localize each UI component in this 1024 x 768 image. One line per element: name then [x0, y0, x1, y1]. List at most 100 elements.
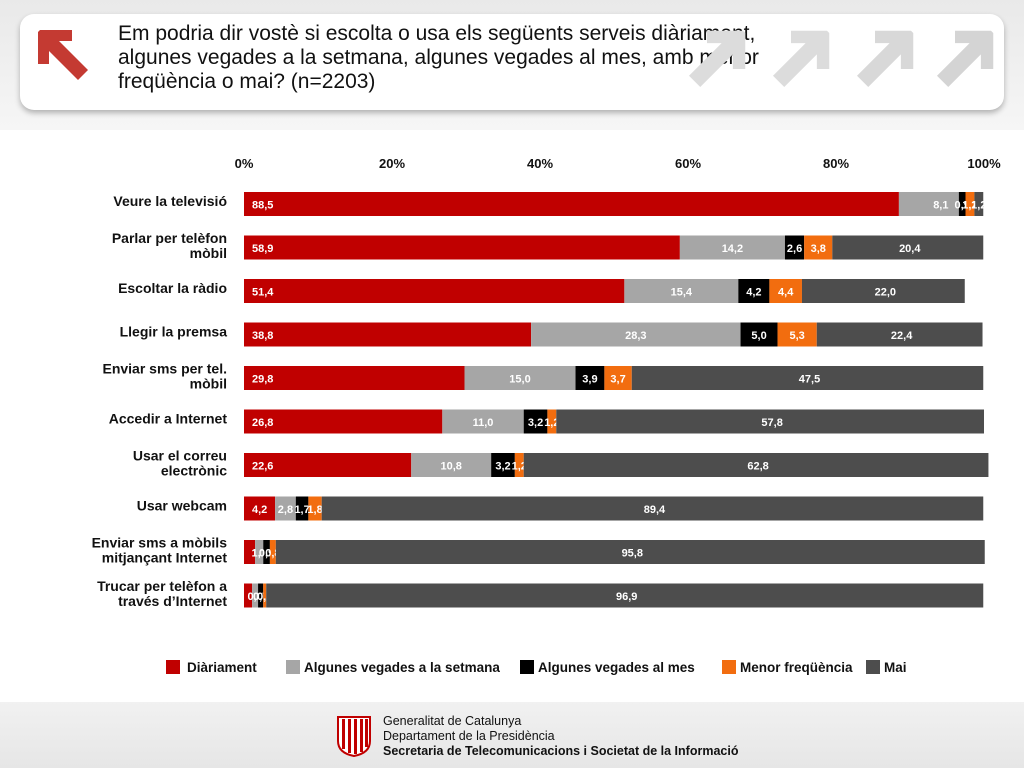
category-label-line: Veure la televisió [113, 193, 227, 209]
data-label: 2,8 [278, 504, 293, 516]
header-card: Em podria dir vostè si escolta o usa els… [20, 14, 1004, 110]
page-title: Em podria dir vostè si escolta o usa els… [118, 22, 759, 93]
category-label-line: través d’Internet [118, 593, 227, 609]
bar-segment [575, 366, 605, 390]
bar-segment [898, 192, 959, 216]
category-label-line: mitjançant Internet [102, 550, 228, 566]
category-label-line: Usar el correu [133, 448, 227, 464]
data-label: 10,8 [440, 461, 461, 473]
bar-segment [804, 235, 833, 260]
legend-label: Algunes vegades a la setmana [304, 660, 500, 675]
bar-segment [295, 496, 309, 521]
bar-segment [244, 453, 412, 477]
data-label: 62,8 [747, 461, 768, 473]
data-label: 1,7 [294, 504, 309, 516]
data-label: 29,8 [252, 374, 273, 386]
bar-segment [965, 192, 975, 216]
bar-segment [244, 235, 680, 260]
bar-segment [738, 279, 770, 303]
data-label: 15,0 [509, 374, 530, 386]
bar-segment [631, 366, 984, 390]
category-label: Enviar sms per tel. mòbil [102, 361, 227, 392]
data-label: 14,2 [722, 243, 743, 255]
data-label: 38,8 [252, 330, 273, 342]
data-label: 22,4 [891, 330, 913, 342]
data-label: 5,0 [751, 330, 766, 342]
legend-swatch [722, 660, 736, 674]
data-label: 96,9 [616, 591, 637, 603]
data-label: 1,2 [962, 200, 977, 212]
bar-segment [547, 409, 557, 434]
category-label: Trucar per telèfon a través d’Internet [97, 578, 227, 609]
category-label: Escoltar la ràdio [118, 280, 227, 296]
generalitat-seal-icon [337, 716, 371, 757]
x-tick-label: 0% [235, 156, 254, 171]
data-label: 95,8 [622, 548, 643, 560]
bar-segment [740, 322, 778, 347]
data-label: 88,5 [252, 200, 273, 212]
arrow-up-right-icon [857, 30, 914, 87]
bar-segment [244, 540, 256, 564]
org-name: Generalitat de Catalunya [383, 714, 522, 728]
bar-segment [244, 322, 532, 347]
bar-segment [523, 453, 989, 477]
bar-segment [442, 409, 524, 434]
category-label: Enviar sms a mòbils mitjançant Internet [92, 535, 228, 566]
data-label: 57,8 [761, 417, 782, 429]
data-label: 2,6 [787, 243, 802, 255]
category-label: Usar el correu electrònic [133, 448, 227, 479]
data-label: 4,2 [252, 504, 267, 516]
x-tick-label: 100% [967, 156, 1001, 171]
data-label: 58,9 [252, 243, 273, 255]
legend-swatch [166, 660, 180, 674]
data-label: 28,3 [625, 330, 646, 342]
bar-segment [252, 583, 259, 608]
data-label: 3,2 [495, 461, 510, 473]
bar-segment [784, 235, 805, 260]
data-label: 3,8 [811, 243, 826, 255]
bar-segment [491, 453, 515, 477]
data-label: 1,2 [512, 461, 527, 473]
bar-segment [258, 583, 264, 608]
legend-label: Menor freqüència [740, 660, 853, 675]
data-label: 4,2 [746, 287, 761, 299]
x-tick-label: 20% [379, 156, 405, 171]
bar-segment [464, 366, 576, 390]
bar-segment [958, 192, 966, 216]
bar-segment [777, 322, 817, 347]
data-label: 22,6 [252, 461, 273, 473]
category-label-line: mòbil [190, 376, 227, 392]
decorative-arrows [680, 24, 1000, 100]
bar-segment [974, 192, 984, 216]
bar-segment [556, 409, 984, 434]
bar-segment [769, 279, 802, 303]
bar-segment [269, 540, 276, 564]
x-tick-label: 40% [527, 156, 553, 171]
bar-segment [255, 540, 264, 564]
category-label-line: Usar webcam [137, 498, 227, 514]
legend-swatch [520, 660, 534, 674]
category-label: Llegir la premsa [120, 324, 228, 340]
bar-segment [816, 322, 983, 347]
legend-label: Mai [884, 660, 907, 675]
bar-segment [244, 279, 625, 303]
data-label: 47,5 [799, 374, 820, 386]
bar-segment [244, 192, 899, 216]
bar-segment [801, 279, 965, 303]
category-label-line: Trucar per telèfon a [97, 578, 227, 594]
bar-segment [514, 453, 524, 477]
category-label-line: Parlar per telèfon [112, 230, 227, 246]
bar-segment [244, 366, 465, 390]
legend-swatch [866, 660, 880, 674]
data-label: 1,2 [971, 200, 986, 212]
data-label: 1,2 [544, 417, 559, 429]
data-label: 20,4 [899, 243, 921, 255]
bar-segment [308, 496, 322, 521]
data-label: 1,8 [307, 504, 322, 516]
category-label: Usar webcam [137, 498, 227, 514]
data-label: 8,1 [933, 200, 948, 212]
legend-swatch [286, 660, 300, 674]
bar-segment [832, 235, 984, 260]
category-label: Veure la televisió [113, 193, 227, 209]
arrow-up-left-icon[interactable] [32, 24, 96, 88]
